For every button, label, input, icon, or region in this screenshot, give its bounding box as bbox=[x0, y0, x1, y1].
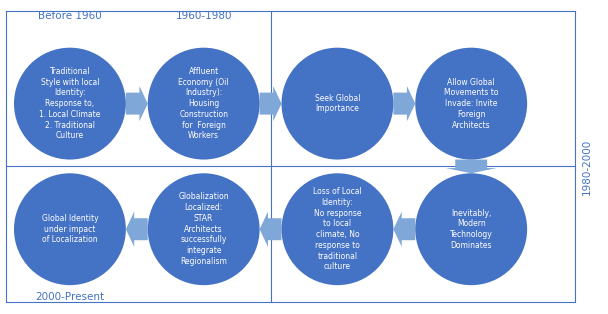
Text: Seek Global
Importance: Seek Global Importance bbox=[315, 94, 360, 113]
FancyArrow shape bbox=[446, 160, 497, 173]
FancyArrow shape bbox=[126, 212, 148, 247]
Ellipse shape bbox=[415, 173, 527, 285]
FancyArrow shape bbox=[393, 212, 415, 247]
Text: Global Identity
under impact
of Localization: Global Identity under impact of Localiza… bbox=[41, 214, 98, 245]
Ellipse shape bbox=[282, 173, 393, 285]
Text: Traditional
Style with local
Identity:
Response to,
1. Local Climate
2. Traditio: Traditional Style with local Identity: R… bbox=[40, 67, 100, 140]
Text: Inevitably,
Modern
Technology
Dominates: Inevitably, Modern Technology Dominates bbox=[450, 208, 492, 250]
Text: 2000-Present: 2000-Present bbox=[35, 292, 105, 302]
FancyArrow shape bbox=[393, 86, 415, 121]
Text: 1960-1980: 1960-1980 bbox=[176, 11, 232, 21]
FancyArrow shape bbox=[126, 86, 148, 121]
Text: Globalization
Localized:
STAR
Architects
successfully
integrate
Regionalism: Globalization Localized: STAR Architects… bbox=[178, 192, 229, 266]
Ellipse shape bbox=[14, 48, 126, 160]
Ellipse shape bbox=[415, 48, 527, 160]
Text: Loss of Local
Identity:
No response
to local
climate, No
response to
traditional: Loss of Local Identity: No response to l… bbox=[313, 187, 362, 271]
Text: Affluent
Economy (Oil
Industry):
Housing
Construction
for  Foreign
Workers: Affluent Economy (Oil Industry): Housing… bbox=[178, 67, 229, 140]
Text: Allow Global
Movements to
Invade: Invite
Foreign
Architects: Allow Global Movements to Invade: Invite… bbox=[444, 78, 499, 130]
Text: 1980-2000: 1980-2000 bbox=[582, 138, 592, 195]
Text: Before 1960: Before 1960 bbox=[38, 11, 102, 21]
Ellipse shape bbox=[148, 173, 260, 285]
Ellipse shape bbox=[148, 48, 260, 160]
Ellipse shape bbox=[282, 48, 393, 160]
FancyArrow shape bbox=[260, 212, 282, 247]
FancyArrow shape bbox=[260, 86, 282, 121]
Ellipse shape bbox=[14, 173, 126, 285]
